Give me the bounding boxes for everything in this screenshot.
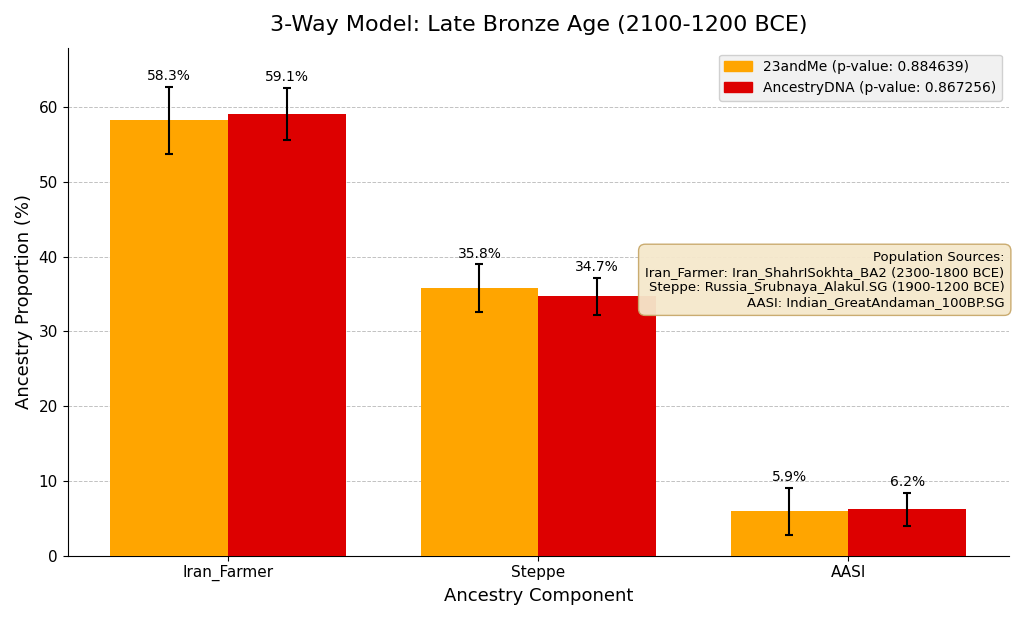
Bar bbox=[111, 120, 228, 556]
Bar bbox=[539, 296, 656, 556]
Bar bbox=[849, 509, 967, 556]
Text: 35.8%: 35.8% bbox=[458, 247, 502, 260]
Text: Population Sources:
Iran_Farmer: Iran_ShahrISokhta_BA2 (2300-1800 BCE)
Steppe: R: Population Sources: Iran_Farmer: Iran_Sh… bbox=[645, 251, 1005, 309]
Text: 34.7%: 34.7% bbox=[575, 260, 620, 274]
Text: 58.3%: 58.3% bbox=[147, 69, 191, 82]
Text: 5.9%: 5.9% bbox=[772, 470, 807, 484]
Bar bbox=[228, 114, 346, 556]
Legend: 23andMe (p-value: 0.884639), AncestryDNA (p-value: 0.867256): 23andMe (p-value: 0.884639), AncestryDNA… bbox=[719, 55, 1002, 100]
Text: 6.2%: 6.2% bbox=[890, 475, 925, 489]
X-axis label: Ancestry Component: Ancestry Component bbox=[443, 587, 633, 605]
Bar bbox=[421, 288, 539, 556]
Y-axis label: Ancestry Proportion (%): Ancestry Proportion (%) bbox=[15, 194, 33, 409]
Text: 59.1%: 59.1% bbox=[265, 70, 309, 84]
Title: 3-Way Model: Late Bronze Age (2100-1200 BCE): 3-Way Model: Late Bronze Age (2100-1200 … bbox=[269, 15, 807, 35]
Bar bbox=[730, 512, 849, 556]
